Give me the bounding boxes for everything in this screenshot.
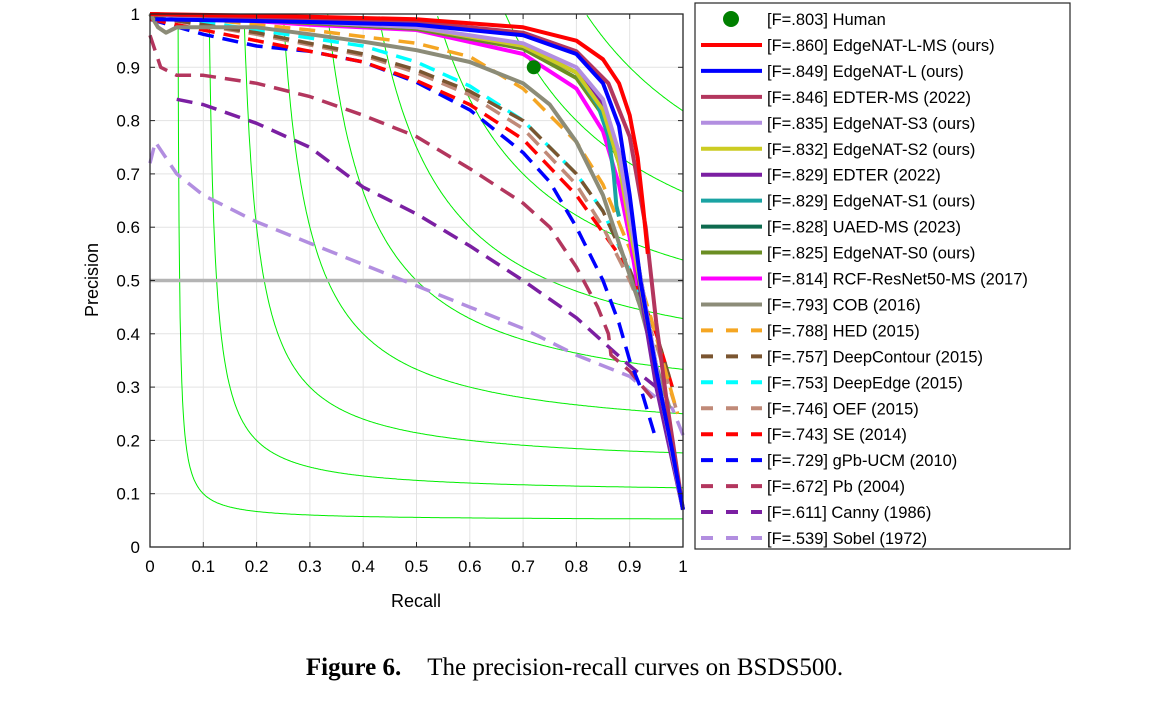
x-tick-label: 1 <box>678 557 687 576</box>
legend-marker-human <box>723 11 739 27</box>
x-tick-label: 0.7 <box>511 557 535 576</box>
y-tick-label: 0.4 <box>116 325 140 344</box>
y-tick-label: 0.8 <box>116 112 140 131</box>
x-tick-label: 0.1 <box>191 557 215 576</box>
legend-label: [F=.849] EdgeNAT-L (ours) <box>767 63 964 81</box>
legend-label: [F=.746] OEF (2015) <box>767 400 919 418</box>
iso-f-curve <box>177 25 683 520</box>
y-axis-label: Precision <box>82 243 102 317</box>
x-tick-label: 0.9 <box>618 557 642 576</box>
series-line <box>155 17 685 511</box>
series-line <box>148 34 658 405</box>
caption-text: The precision-recall curves on BSDS500. <box>427 654 844 681</box>
legend-label: [F=.611] Canny (1986) <box>767 504 931 522</box>
legend-label: [F=.743] SE (2014) <box>767 426 907 444</box>
x-tick-label: 0.6 <box>458 557 482 576</box>
iso-f-curve <box>327 14 684 370</box>
x-tick-label: 0.8 <box>565 557 589 576</box>
y-tick-label: 0.9 <box>116 58 140 77</box>
iso-f-curve <box>283 20 684 415</box>
legend-label: [F=.829] EdgeNAT-S1 (ours) <box>767 193 975 211</box>
legend-label: [F=.860] EdgeNAT-L-MS (ours) <box>767 37 995 55</box>
y-tick-label: 0 <box>131 538 140 557</box>
legend-label: [F=.825] EdgeNAT-S0 (ours) <box>767 245 975 263</box>
x-axis-label: Recall <box>391 591 441 611</box>
series-line <box>149 12 685 510</box>
y-tick-label: 0.7 <box>116 165 140 184</box>
iso-f-lines <box>177 14 684 520</box>
caption-label: Figure 6. <box>305 654 402 681</box>
legend-label: [F=.832] EdgeNAT-S2 (ours) <box>767 141 975 159</box>
series-line <box>149 14 674 388</box>
pr-chart: 0 0.1 0.2 0.3 0.4 0.5 0.6 0.7 0.8 0.9 1 0 0.1 0.2 0.3 0… <box>82 2 1071 611</box>
iso-f-curve <box>208 15 683 489</box>
y-tick-label: 0.1 <box>116 485 140 504</box>
y-tick-label: 1 <box>131 5 140 24</box>
series-line <box>149 17 658 441</box>
human-point <box>526 60 541 75</box>
figure-caption: Figure 6. The precision-recall curves on … <box>0 654 1149 682</box>
x-tick-label: 0.4 <box>351 557 375 576</box>
y-tick-label: 0.6 <box>116 218 140 237</box>
legend-label: [F=.539] Sobel (1972) <box>767 530 927 548</box>
legend: [F=.803] Human [F=.860] EdgeNAT-L-MS (our… <box>694 2 1071 550</box>
iso-f-curve <box>243 25 683 454</box>
legend-label: [F=.793] COB (2016) <box>767 296 921 314</box>
iso-f-curve <box>586 14 684 112</box>
legend-box <box>694 2 1071 550</box>
plot-border <box>149 13 684 548</box>
x-tick-label: 0.2 <box>245 557 269 576</box>
series-line <box>149 12 650 254</box>
y-tick-label: 0.3 <box>116 378 140 397</box>
legend-label: [F=.757] DeepContour (2015) <box>767 348 983 366</box>
legend-label: [F=.788] HED (2015) <box>767 322 920 340</box>
legend-label: [F=.828] UAED-MS (2023) <box>767 219 961 237</box>
legend-label: [F=.672] Pb (2004) <box>767 478 905 496</box>
legend-label: [F=.846] EDTER-MS (2022) <box>767 89 971 107</box>
y-tick-label: 0.2 <box>116 431 140 450</box>
curves <box>148 12 685 511</box>
legend-label: [F=.814] RCF-ResNet50-MS (2017) <box>767 271 1028 289</box>
legend-label: [F=.753] DeepEdge (2015) <box>767 374 963 392</box>
x-tick-label: 0.3 <box>298 557 322 576</box>
legend-label: [F=.835] EdgeNAT-S3 (ours) <box>767 115 975 133</box>
series-line <box>176 97 658 389</box>
series-line <box>148 12 672 410</box>
series-line <box>149 12 659 367</box>
legend-label: [F=.729] gPb-UCM (2010) <box>767 452 957 470</box>
legend-label: [F=.803] Human <box>767 11 886 29</box>
axes: 0 0.1 0.2 0.3 0.4 0.5 0.6 0.7 0.8 0.9 1 0 0.1 0.2 0.3 0… <box>116 5 687 576</box>
legend-label: [F=.829] EDTER (2022) <box>767 167 941 185</box>
iso-f-curve <box>378 16 684 320</box>
y-tick-label: 0.5 <box>116 272 140 291</box>
x-tick-label: 0 <box>145 557 154 576</box>
x-tick-label: 0.5 <box>405 557 429 576</box>
